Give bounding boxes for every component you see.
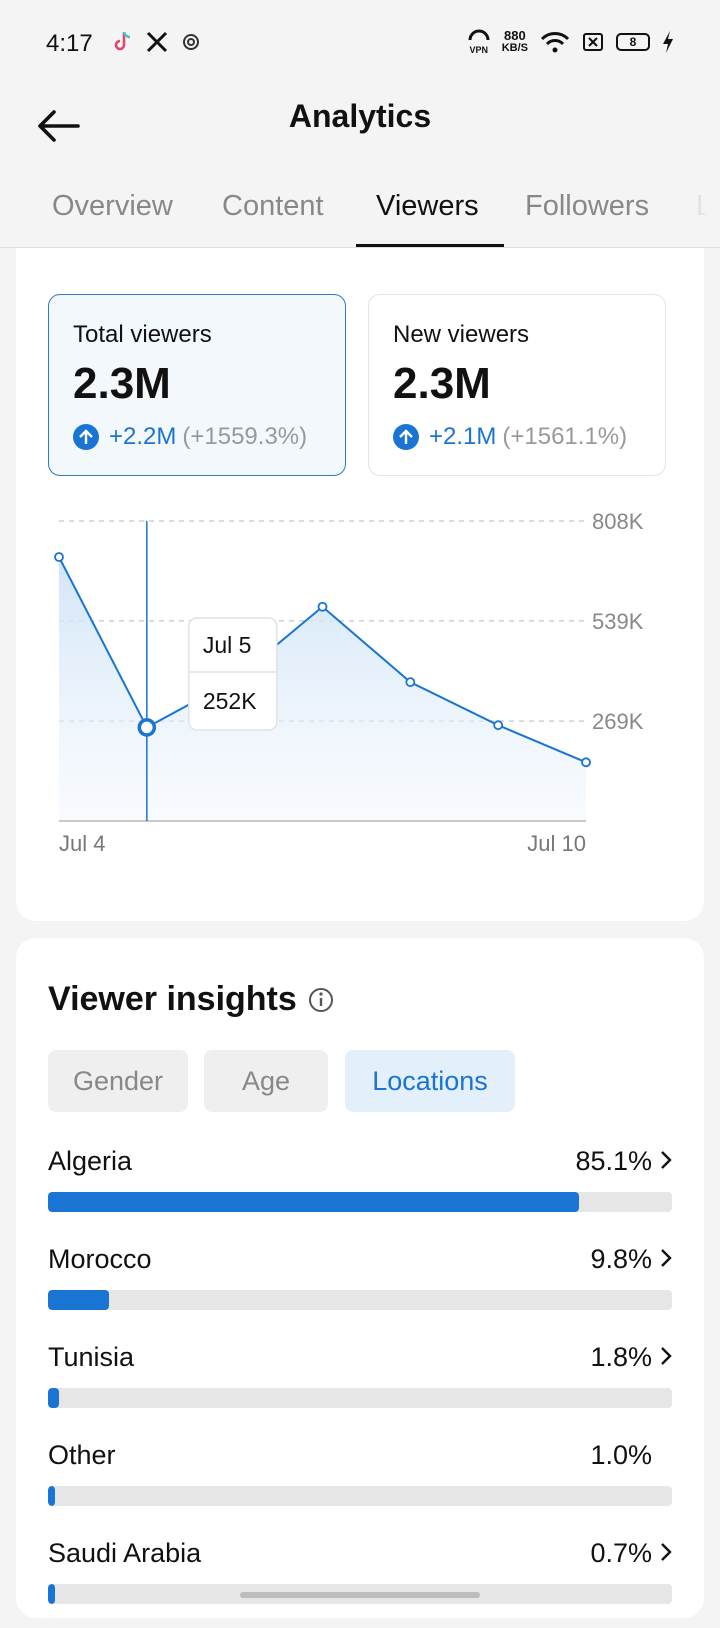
battery-indicator: 8	[616, 32, 650, 51]
location-bar-track	[48, 1290, 672, 1310]
metric-value: 2.3M	[73, 359, 171, 408]
location-bar-fill	[48, 1290, 110, 1310]
arrow-left-icon	[38, 110, 80, 142]
home-indicator	[240, 1592, 480, 1598]
status-time: 4:17	[46, 30, 93, 57]
viewer-insights-card: Viewer insights Gender Age Locations Alg…	[16, 938, 704, 1618]
location-percent: 1.8%	[590, 1342, 652, 1372]
location-percent: 0.7%	[590, 1538, 652, 1568]
location-bar-fill	[48, 1486, 56, 1506]
y-tick-label: 808K	[592, 509, 644, 534]
location-row: Other 1.0%	[48, 1440, 672, 1530]
location-name: Algeria	[48, 1146, 133, 1176]
location-bar-track	[48, 1388, 672, 1408]
location-bar-fill	[48, 1584, 56, 1604]
net-speed: 880 KB/S	[501, 27, 528, 54]
insights-title: Viewer insights	[48, 980, 335, 1019]
data-point	[493, 720, 504, 731]
chevron-right-icon	[661, 1151, 672, 1169]
metric-change: +2.1M (+1561.1%)	[393, 423, 641, 451]
tab-viewers[interactable]: Viewers	[376, 190, 479, 222]
location-row[interactable]: Saudi Arabia 0.7%	[48, 1538, 672, 1628]
location-row[interactable]: Algeria 85.1%	[48, 1146, 672, 1236]
y-tick-label: 269K	[592, 709, 644, 734]
metric-card-total-viewers[interactable]: Total viewers 2.3M +2.2M (+1559.3%)	[48, 294, 346, 476]
chart-area	[59, 557, 586, 821]
tab-bar: Overview Content Viewers Followers Li	[0, 170, 720, 248]
highlighted-point	[137, 718, 157, 737]
status-right-icons: VPN 880 KB/S 8	[468, 28, 674, 55]
arrow-up-icon	[73, 424, 99, 450]
vpn-label: VPN	[469, 45, 488, 55]
location-percent: 1.0%	[590, 1440, 652, 1470]
openai-icon	[183, 34, 199, 50]
metric-label: Total viewers	[73, 321, 212, 348]
location-percent: 85.1%	[575, 1146, 652, 1176]
x-tick-label: Jul 4	[59, 831, 105, 856]
chip-locations[interactable]: Locations	[345, 1050, 515, 1112]
info-icon[interactable]	[307, 986, 335, 1014]
metric-change-pct: (+1561.1%)	[502, 423, 628, 450]
location-percent: 9.8%	[590, 1244, 652, 1274]
metric-card-new-viewers[interactable]: New viewers 2.3M +2.1M (+1561.1%)	[368, 294, 666, 476]
metric-change-pct: (+1559.3%)	[182, 423, 308, 450]
tab-followers[interactable]: Followers	[525, 190, 650, 222]
tooltip-value: 252K	[203, 688, 257, 714]
status-bar: 4:17 VPN 880 KB/S 8	[0, 0, 720, 90]
wifi-icon	[540, 31, 570, 52]
tab-content[interactable]: Content	[222, 190, 324, 222]
location-bar-fill	[48, 1192, 580, 1212]
tab-overview[interactable]: Overview	[52, 190, 173, 222]
chip-gender[interactable]: Gender	[48, 1050, 188, 1112]
chevron-right-icon	[661, 1543, 672, 1561]
metric-change: +2.2M (+1559.3%)	[73, 423, 321, 451]
data-point	[54, 552, 64, 562]
location-row[interactable]: Tunisia 1.8%	[48, 1342, 672, 1432]
app-header: Analytics	[0, 90, 720, 160]
location-name: Tunisia	[48, 1342, 135, 1372]
data-point	[405, 677, 416, 688]
charging-icon	[663, 30, 673, 53]
x-tick-label: Jul 10	[527, 831, 586, 856]
net-speed-unit: KB/S	[501, 41, 528, 54]
location-name: Morocco	[48, 1244, 152, 1274]
location-name: Other	[48, 1440, 116, 1470]
back-button[interactable]	[30, 98, 86, 154]
chevron-right-icon	[661, 1249, 672, 1267]
location-bar-fill	[48, 1388, 60, 1408]
arrow-up-icon	[393, 424, 419, 450]
data-point	[317, 601, 328, 612]
metric-change-value: +2.2M	[109, 423, 177, 450]
data-point	[581, 757, 591, 768]
vpn-indicator: VPN	[468, 28, 490, 55]
tiktok-icon	[114, 31, 131, 51]
chevron-right-icon	[661, 1347, 672, 1365]
chip-age[interactable]: Age	[204, 1050, 328, 1112]
tooltip-date: Jul 5	[203, 632, 252, 658]
viewers-card: Total viewers 2.3M +2.2M (+1559.3%) New …	[16, 248, 704, 921]
page-title: Analytics	[288, 98, 432, 134]
location-bar-track	[48, 1486, 672, 1506]
tooltip-box	[188, 617, 278, 731]
location-row[interactable]: Morocco 9.8%	[48, 1244, 672, 1334]
vpn-icon	[468, 29, 490, 41]
location-name: Saudi Arabia	[48, 1538, 202, 1568]
metric-change-value: +2.1M	[429, 423, 497, 450]
metric-value: 2.3M	[393, 359, 491, 408]
insights-title-text: Viewer insights	[48, 980, 297, 1018]
tab-fade-overlay	[660, 170, 720, 247]
location-bar-track	[48, 1192, 672, 1212]
net-speed-value: 880	[504, 27, 526, 43]
metric-label: New viewers	[393, 321, 530, 348]
status-app-icons	[112, 30, 202, 54]
active-tab-indicator	[356, 244, 504, 247]
x-icon	[146, 31, 168, 53]
y-tick-label: 539K	[592, 609, 644, 634]
viewers-chart[interactable]: 269K 539K 808K Jul 4 Jul 10 Jul 5 252K	[16, 494, 704, 864]
sim-off-icon	[583, 32, 603, 51]
